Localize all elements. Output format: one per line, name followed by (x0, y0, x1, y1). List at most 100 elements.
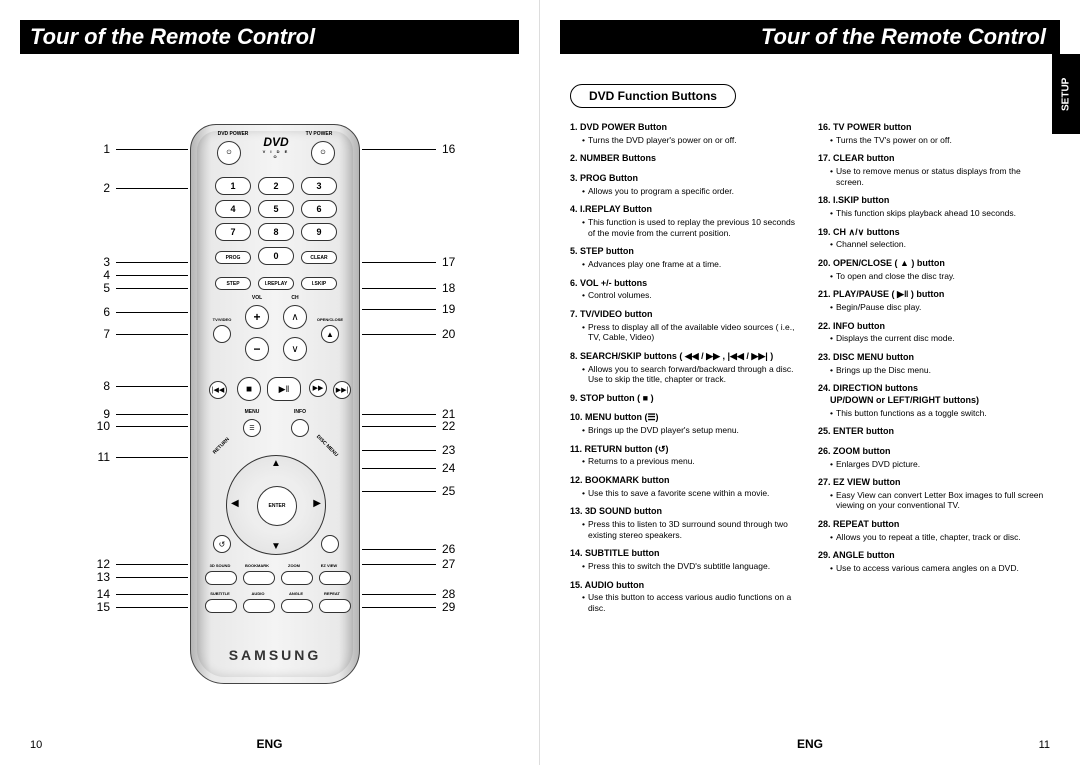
vol-down-button[interactable]: − (245, 337, 269, 361)
callout-number: 5 (90, 281, 110, 295)
desc-heading: 29. ANGLE button (818, 550, 1050, 562)
callout-line (362, 149, 436, 150)
down-arrow-icon[interactable]: ▼ (271, 541, 281, 552)
desc-item: 21. PLAY/PAUSE ( ▶‖ ) buttonBegin/Pause … (818, 289, 1050, 312)
num-0[interactable]: 0 (258, 247, 294, 265)
callout-line (362, 334, 436, 335)
desc-heading: 25. ENTER button (818, 426, 1050, 438)
skip-back-button[interactable]: |◀◀ (209, 381, 227, 399)
openclose-button[interactable]: ▲ (321, 325, 339, 343)
callout-number: 14 (90, 587, 110, 601)
play-pause-button[interactable]: ▶‖ (267, 377, 301, 401)
step-button[interactable]: STEP (215, 277, 251, 290)
callout-number: 12 (90, 557, 110, 571)
repeat-label: REPEAT (317, 591, 347, 596)
desc-bullet: This function skips playback ahead 10 se… (830, 208, 1050, 219)
desc-bullet: Use to remove menus or status displays f… (830, 166, 1050, 187)
ch-up-button[interactable]: ∧ (283, 305, 307, 329)
desc-item: 4. I.REPLAY ButtonThis function is used … (570, 204, 802, 238)
desc-bullets: Turns the TV's power on or off. (818, 135, 1050, 146)
callout-line (362, 426, 436, 427)
desc-bullets: To open and close the disc tray. (818, 271, 1050, 282)
ezview-button[interactable] (319, 571, 351, 585)
desc-bullet: Turns the DVD player's power on or off. (582, 135, 802, 146)
page-number-10: 10 (30, 739, 42, 751)
ezview-label: EZ VIEW (313, 563, 345, 568)
desc-bullet: Turns the TV's power on or off. (830, 135, 1050, 146)
callout-number: 26 (442, 542, 455, 556)
desc-bullet: Displays the current disc mode. (830, 333, 1050, 344)
subtitle-button[interactable] (205, 599, 237, 613)
prog-button[interactable]: PROG (215, 251, 251, 264)
tv-power-button[interactable]: ⏻ (311, 141, 335, 165)
desc-heading: 2. NUMBER Buttons (570, 153, 802, 165)
desc-bullets: This function skips playback ahead 10 se… (818, 208, 1050, 219)
callout-line (362, 450, 436, 451)
lang-right: ENG (797, 737, 823, 751)
info-button[interactable] (291, 419, 309, 437)
num-3[interactable]: 3 (301, 177, 337, 195)
ch-label: CH (285, 295, 305, 301)
num-1[interactable]: 1 (215, 177, 251, 195)
num-8[interactable]: 8 (258, 223, 294, 241)
disc-menu-button[interactable] (321, 535, 339, 553)
ch-down-button[interactable]: ∨ (283, 337, 307, 361)
desc-item: 16. TV POWER buttonTurns the TV's power … (818, 122, 1050, 145)
desc-bullets: This button functions as a toggle switch… (818, 408, 1050, 419)
desc-item: 1. DVD POWER ButtonTurns the DVD player'… (570, 122, 802, 145)
stop-button[interactable]: ■ (237, 377, 261, 401)
num-7[interactable]: 7 (215, 223, 251, 241)
num-9[interactable]: 9 (301, 223, 337, 241)
callout-number: 18 (442, 281, 455, 295)
desc-heading: 7. TV/VIDEO button (570, 309, 802, 321)
iskip-button[interactable]: I.SKIP (301, 277, 337, 290)
desc-item: 2. NUMBER Buttons (570, 153, 802, 165)
desc-bullet: Use this button to access various audio … (582, 592, 802, 613)
callout-number: 13 (90, 570, 110, 584)
bookmark-button[interactable] (243, 571, 275, 585)
ireplay-button[interactable]: I.REPLAY (258, 277, 294, 290)
angle-button[interactable] (281, 599, 313, 613)
dvd-logo-text: DVD (259, 135, 293, 149)
desc-heading: 24. DIRECTION buttons (818, 383, 1050, 395)
num-2[interactable]: 2 (258, 177, 294, 195)
vol-up-button[interactable]: + (245, 305, 269, 329)
desc-bullets: This function is used to replay the prev… (570, 217, 802, 238)
callout-line (116, 457, 188, 458)
enter-button[interactable]: ENTER (257, 486, 297, 526)
desc-bullet: Allows you to repeat a title, chapter, t… (830, 532, 1050, 543)
callout-number: 27 (442, 557, 455, 571)
up-arrow-icon[interactable]: ▲ (271, 458, 281, 469)
tvvideo-button[interactable] (213, 325, 231, 343)
desc-item: 11. RETURN button (↺)Returns to a previo… (570, 444, 802, 467)
menu-button[interactable]: ☰ (243, 419, 261, 437)
callout-number: 25 (442, 484, 455, 498)
setup-tab: SETUP (1052, 54, 1080, 134)
clear-button[interactable]: CLEAR (301, 251, 337, 264)
desc-heading: 20. OPEN/CLOSE ( ▲ ) button (818, 258, 1050, 270)
desc-bullets: Easy View can convert Letter Box images … (818, 490, 1050, 511)
num-4[interactable]: 4 (215, 200, 251, 218)
num-6[interactable]: 6 (301, 200, 337, 218)
3dsound-button[interactable] (205, 571, 237, 585)
desc-heading: 5. STEP button (570, 246, 802, 258)
callout-line (116, 594, 188, 595)
zoom-button[interactable] (281, 571, 313, 585)
left-arrow-icon[interactable]: ◀ (231, 498, 239, 509)
skip-fwd-button[interactable]: ▶▶| (333, 381, 351, 399)
num-5[interactable]: 5 (258, 200, 294, 218)
return-button[interactable]: ↺ (213, 535, 231, 553)
audio-button[interactable] (243, 599, 275, 613)
desc-bullets: Use this button to access various audio … (570, 592, 802, 613)
direction-pad[interactable]: ▲ ▼ ◀ ▶ ENTER (226, 455, 326, 555)
desc-item: 27. EZ VIEW buttonEasy View can convert … (818, 477, 1050, 511)
dvd-power-button[interactable]: ⏻ (217, 141, 241, 165)
page-title-right: Tour of the Remote Control (560, 20, 1060, 54)
repeat-button[interactable] (319, 599, 351, 613)
desc-heading: 15. AUDIO button (570, 580, 802, 592)
search-fwd-button[interactable]: ▶▶ (309, 379, 327, 397)
desc-heading: 11. RETURN button (↺) (570, 444, 802, 456)
desc-heading: 10. MENU button (☰) (570, 412, 802, 424)
desc-bullets: Channel selection. (818, 239, 1050, 250)
right-arrow-icon[interactable]: ▶ (313, 498, 321, 509)
